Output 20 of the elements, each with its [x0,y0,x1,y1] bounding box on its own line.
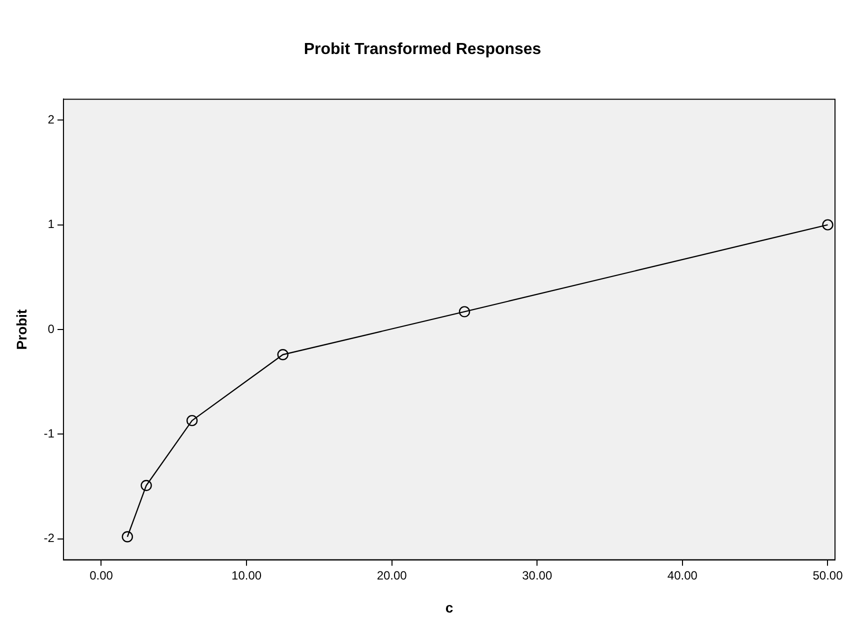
point [140,480,152,492]
x-axis-title: c [445,599,454,616]
x-tick-label: 0.00 [90,568,114,582]
point [122,531,133,542]
y-tick-label: 2 [48,112,55,126]
y-axis-title: Probit [13,308,30,350]
x-tick-label: 10.00 [232,568,262,582]
point [277,349,288,360]
point [458,306,470,318]
x-tick-label: 20.00 [376,568,408,582]
y-tick-label: 0 [48,322,55,336]
y-tick-label: -2 [44,531,55,546]
x-tick-label: 30.00 [522,568,552,582]
x-tick-label: 40.00 [667,568,698,582]
point [822,219,834,230]
y-tick-label: -1 [44,426,55,440]
chart-title: Probit Transformed Responses [304,41,542,58]
point [186,414,198,426]
x-tick-label: 50.00 [812,568,844,582]
y-tick-label: 1 [48,217,55,232]
